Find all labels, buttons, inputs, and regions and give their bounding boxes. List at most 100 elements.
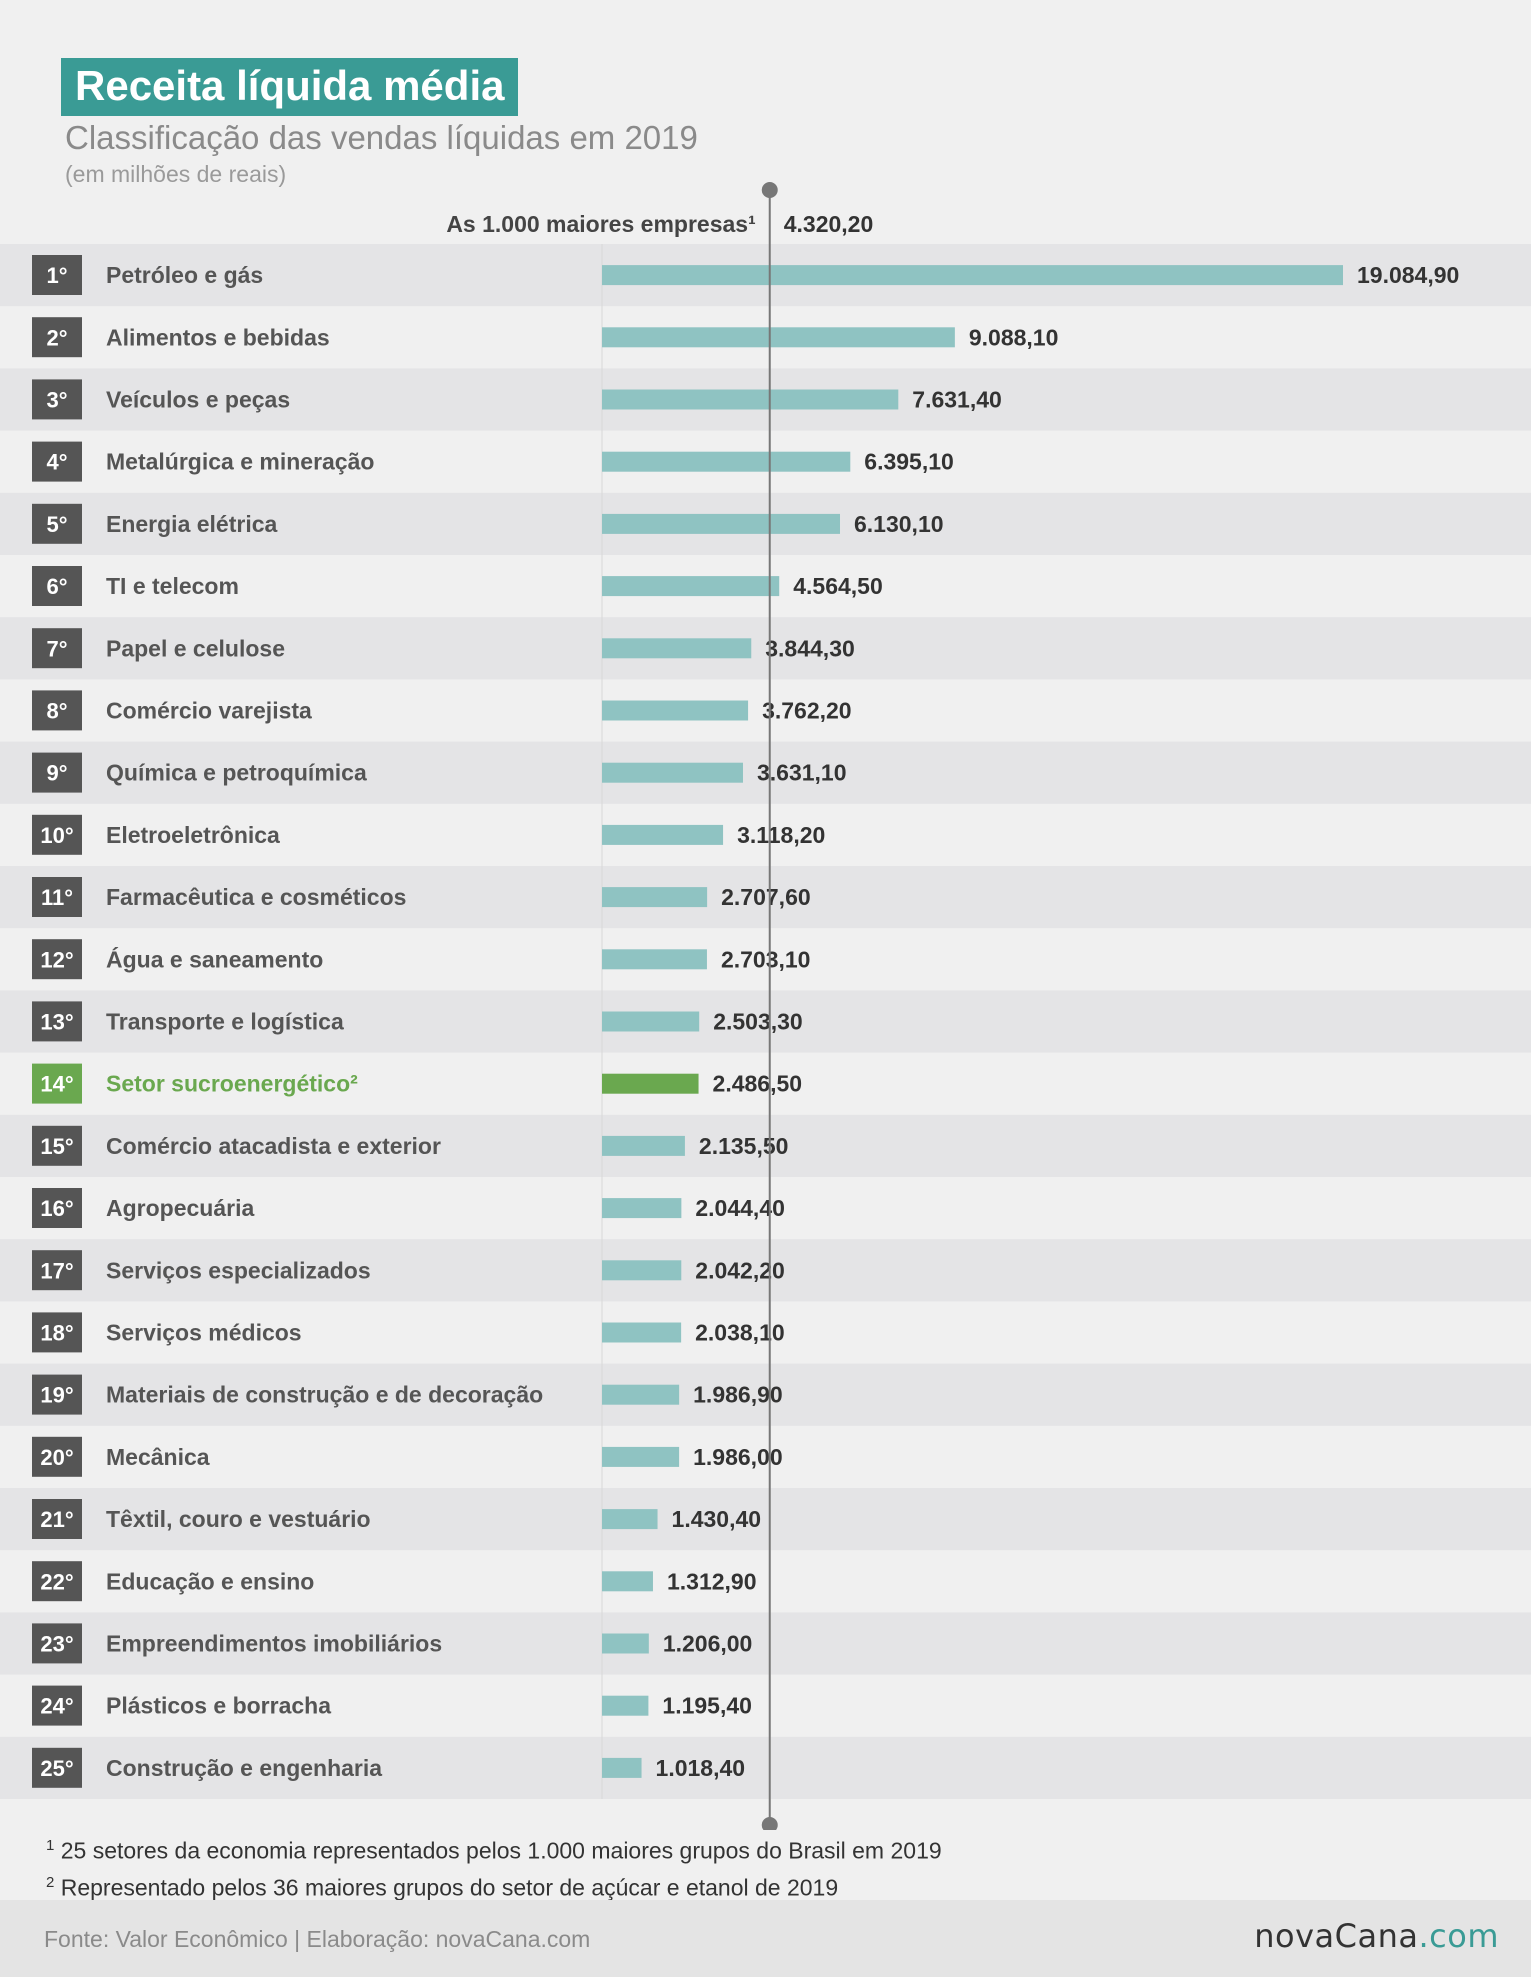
category-label: Têxtil, couro e vestuário bbox=[106, 1506, 371, 1532]
rank-box bbox=[32, 1001, 82, 1042]
row-background bbox=[0, 1239, 1531, 1302]
bar bbox=[602, 949, 707, 970]
category-label: TI e telecom bbox=[106, 573, 239, 599]
unit-note: (em milhões de reais) bbox=[65, 161, 287, 187]
value-label: 2.503,30 bbox=[713, 1009, 803, 1035]
category-label: Eletroeletrônica bbox=[106, 822, 280, 848]
bar bbox=[602, 1011, 700, 1032]
bar bbox=[602, 700, 749, 721]
footnote-2: 2 Representado pelos 36 maiores grupos d… bbox=[46, 1867, 942, 1904]
row-background bbox=[0, 617, 1531, 680]
value-label: 3.118,20 bbox=[737, 822, 825, 848]
category-label: Papel e celulose bbox=[106, 635, 285, 661]
row-background bbox=[0, 1736, 1531, 1799]
rank-label: 20° bbox=[40, 1445, 73, 1470]
rank-label: 23° bbox=[40, 1632, 73, 1657]
category-label: Setor sucroenergético² bbox=[106, 1071, 358, 1097]
bar bbox=[602, 1073, 699, 1094]
value-label: 6.395,10 bbox=[864, 449, 954, 475]
rank-label: 2° bbox=[46, 325, 67, 350]
rank-box bbox=[32, 939, 82, 980]
reference-value: 4.320,20 bbox=[784, 211, 874, 237]
category-label: Água e saneamento bbox=[106, 945, 323, 972]
value-label: 3.631,10 bbox=[757, 760, 847, 786]
footnote-2-mark: 2 bbox=[46, 1873, 55, 1891]
rank-box bbox=[32, 752, 82, 793]
row-background bbox=[0, 1363, 1531, 1426]
value-label: 2.707,60 bbox=[721, 884, 811, 910]
value-label: 3.844,30 bbox=[765, 635, 855, 661]
rank-box bbox=[32, 1063, 82, 1104]
value-label: 1.206,00 bbox=[663, 1631, 753, 1657]
value-label: 1.195,40 bbox=[662, 1693, 752, 1719]
rank-label: 19° bbox=[40, 1383, 73, 1408]
value-label: 1.430,40 bbox=[672, 1506, 762, 1532]
value-label: 2.486,50 bbox=[713, 1071, 803, 1097]
rank-box bbox=[32, 379, 82, 420]
chart-subtitle: Classificação das vendas líquidas em 201… bbox=[65, 119, 698, 156]
row-background bbox=[0, 1488, 1531, 1551]
bar bbox=[602, 451, 851, 472]
value-label: 2.044,40 bbox=[695, 1195, 785, 1221]
value-label: 6.130,10 bbox=[854, 511, 944, 537]
bar bbox=[602, 887, 708, 908]
reference-dot-top bbox=[761, 182, 778, 198]
category-label: Química e petroquímica bbox=[106, 760, 367, 786]
category-label: Empreendimentos imobiliários bbox=[106, 1631, 442, 1657]
value-label: 2.703,10 bbox=[721, 946, 811, 972]
bar bbox=[602, 1571, 653, 1592]
category-label: Energia elétrica bbox=[106, 511, 278, 537]
rank-box bbox=[32, 1685, 82, 1726]
bar bbox=[602, 1509, 658, 1530]
rank-label: 13° bbox=[40, 1010, 73, 1035]
rank-box bbox=[32, 1125, 82, 1166]
bar bbox=[602, 327, 955, 348]
rank-label: 3° bbox=[46, 388, 67, 413]
category-label: Comércio atacadista e exterior bbox=[106, 1133, 441, 1159]
rank-label: 14° bbox=[40, 1072, 73, 1097]
rank-label: 8° bbox=[46, 699, 67, 724]
value-label: 19.084,90 bbox=[1357, 262, 1459, 288]
bar bbox=[602, 1633, 649, 1654]
rank-box bbox=[32, 1250, 82, 1291]
value-label: 9.088,10 bbox=[969, 324, 1059, 350]
bar bbox=[602, 1695, 649, 1716]
rank-box bbox=[32, 1623, 82, 1664]
rank-box bbox=[32, 566, 82, 606]
category-label: Farmacêutica e cosméticos bbox=[106, 884, 406, 910]
bar-chart: 1° Petróleo e gás 19.084,90 2° Alimentos e b… bbox=[0, 182, 1531, 1830]
value-label: 3.762,20 bbox=[762, 698, 852, 724]
rank-box bbox=[32, 877, 82, 917]
rank-box bbox=[32, 690, 82, 731]
category-label: Petróleo e gás bbox=[106, 262, 263, 288]
rank-label: 4° bbox=[46, 450, 67, 475]
category-label: Agropecuária bbox=[106, 1195, 254, 1221]
rank-box bbox=[32, 1499, 82, 1539]
value-label: 2.042,20 bbox=[695, 1257, 785, 1283]
bar bbox=[602, 389, 899, 410]
rank-box bbox=[32, 1436, 82, 1477]
bar bbox=[602, 513, 841, 534]
bar bbox=[602, 576, 780, 597]
category-label: Metalúrgica e mineração bbox=[106, 449, 374, 475]
value-label: 7.631,40 bbox=[912, 387, 1002, 413]
rank-label: 5° bbox=[46, 512, 67, 537]
category-label: Serviços especializados bbox=[106, 1257, 371, 1283]
value-label: 1.018,40 bbox=[656, 1755, 746, 1781]
rank-box bbox=[32, 441, 82, 482]
value-label: 2.038,10 bbox=[695, 1320, 785, 1346]
footnote-2-text: Representado pelos 36 maiores grupos do … bbox=[60, 1874, 839, 1901]
rank-label: 22° bbox=[40, 1569, 73, 1594]
bar bbox=[602, 1198, 682, 1219]
rank-label: 18° bbox=[40, 1321, 73, 1346]
rank-box bbox=[32, 814, 82, 855]
row-background bbox=[0, 1612, 1531, 1675]
category-label: Alimentos e bebidas bbox=[106, 324, 330, 350]
row-background bbox=[0, 866, 1531, 929]
category-label: Plásticos e borracha bbox=[106, 1693, 331, 1719]
footnote-1-mark: 1 bbox=[46, 1837, 55, 1854]
rank-box bbox=[32, 1188, 82, 1228]
value-label: 2.135,50 bbox=[699, 1133, 789, 1159]
category-label: Construção e engenharia bbox=[106, 1755, 382, 1781]
footnote-1-text: 25 setores da economia representados pel… bbox=[60, 1837, 942, 1864]
